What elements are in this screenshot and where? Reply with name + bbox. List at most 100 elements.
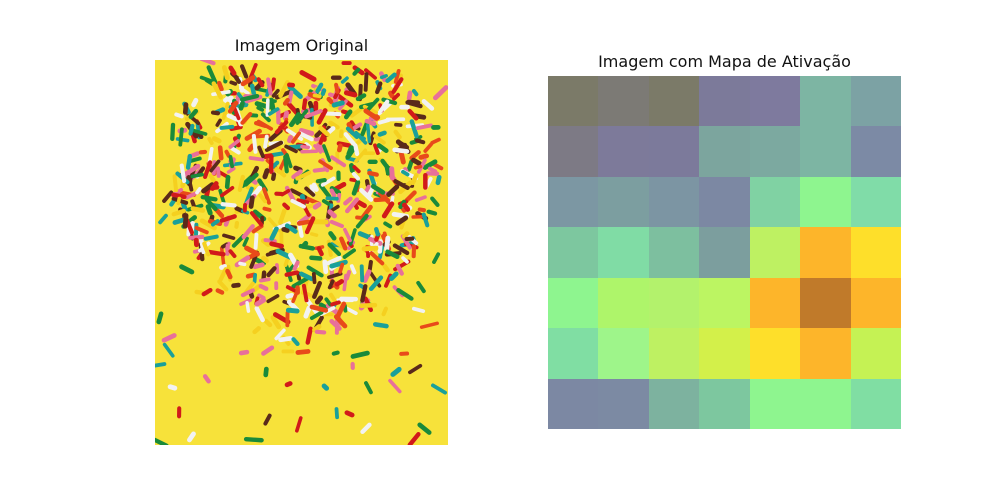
sprinkle (399, 104, 410, 110)
sprinkle (189, 128, 208, 136)
sprinkle (267, 107, 280, 116)
sprinkle (363, 72, 369, 92)
sprinkle (187, 431, 196, 443)
sprinkle (322, 144, 332, 163)
sprinkle (258, 193, 267, 204)
sprinkle (375, 81, 383, 95)
sprinkle (417, 422, 432, 435)
sprinkle (320, 88, 327, 97)
sprinkle (280, 188, 291, 197)
sprinkle (401, 256, 409, 264)
sprinkle (301, 283, 309, 303)
sprinkle (225, 243, 230, 256)
activation-cell (648, 227, 700, 278)
activation-cell (800, 227, 851, 278)
activation-cell (699, 227, 750, 278)
sprinkle (391, 77, 404, 94)
activation-cell (598, 76, 649, 127)
activation-cell (850, 126, 901, 177)
sprinkle (432, 252, 441, 264)
sprinkle (373, 197, 388, 203)
sprinkle (300, 240, 309, 249)
sprinkle (182, 102, 189, 115)
sprinkle (229, 80, 238, 86)
original-image (155, 60, 448, 445)
sprinkle (265, 98, 270, 117)
sprinkle (404, 236, 415, 242)
sprinkle (234, 75, 242, 84)
sprinkle (426, 209, 438, 216)
sprinkle (364, 184, 371, 193)
sprinkle (178, 127, 184, 147)
sprinkle (204, 197, 218, 212)
activation-cell (800, 378, 851, 429)
sprinkle (206, 65, 218, 84)
sprinkle (359, 302, 378, 309)
sprinkle (258, 277, 271, 283)
sprinkle (239, 64, 249, 79)
sprinkle (262, 168, 270, 180)
sprinkle (287, 82, 296, 88)
sprinkle (244, 186, 254, 205)
sprinkle (336, 143, 343, 153)
sprinkle (285, 292, 295, 299)
sprinkle (329, 219, 344, 229)
activation-cell (850, 378, 901, 429)
sprinkle (324, 297, 333, 307)
sprinkle (360, 422, 372, 434)
sprinkle (304, 109, 323, 119)
sprinkle (315, 82, 324, 94)
sprinkle (219, 214, 237, 223)
sprinkle (295, 349, 311, 355)
sprinkle (394, 122, 403, 127)
sprinkle (367, 159, 378, 164)
sprinkle (393, 129, 402, 140)
sprinkle (253, 232, 259, 250)
sprinkle (327, 209, 337, 219)
sprinkle (409, 119, 419, 139)
sprinkle (318, 125, 330, 137)
sprinkle (171, 192, 187, 200)
sprinkle (329, 186, 342, 195)
sprinkle (395, 215, 409, 226)
sprinkle (261, 345, 275, 356)
sprinkle (188, 123, 195, 136)
sprinkle (430, 137, 441, 145)
sprinkle (370, 183, 386, 195)
activation-cell (598, 227, 649, 278)
sprinkle (385, 249, 400, 259)
sprinkle (326, 96, 335, 105)
sprinkle (343, 196, 353, 206)
sprinkle (389, 271, 399, 281)
sprinkle (238, 349, 250, 356)
sprinkle (188, 108, 199, 120)
sprinkle (250, 165, 259, 179)
sprinkle (350, 361, 355, 370)
sprinkle (295, 285, 300, 295)
sprinkle (205, 204, 213, 216)
activation-cell (598, 277, 649, 329)
sprinkle (361, 245, 379, 252)
sprinkle (281, 227, 290, 233)
sprinkle (231, 282, 241, 289)
sprinkle (240, 288, 255, 298)
sprinkle (216, 80, 224, 92)
sprinkle (330, 300, 341, 307)
activation-cell (699, 76, 750, 127)
sprinkle (263, 318, 273, 328)
sprinkle (373, 143, 380, 155)
sprinkle (311, 272, 317, 285)
sprinkle (188, 234, 205, 240)
sprinkle (363, 108, 380, 121)
sprinkle (344, 410, 355, 418)
sprinkles-group (155, 60, 448, 445)
sprinkle (381, 201, 395, 219)
sprinkle (365, 123, 372, 143)
sprinkle (339, 236, 348, 251)
sprinkle (328, 231, 337, 241)
original-image-title: Imagem Original (234, 36, 369, 55)
sprinkle (334, 407, 339, 420)
sprinkle (312, 280, 322, 299)
sprinkle (336, 170, 341, 181)
sprinkle (179, 264, 195, 275)
